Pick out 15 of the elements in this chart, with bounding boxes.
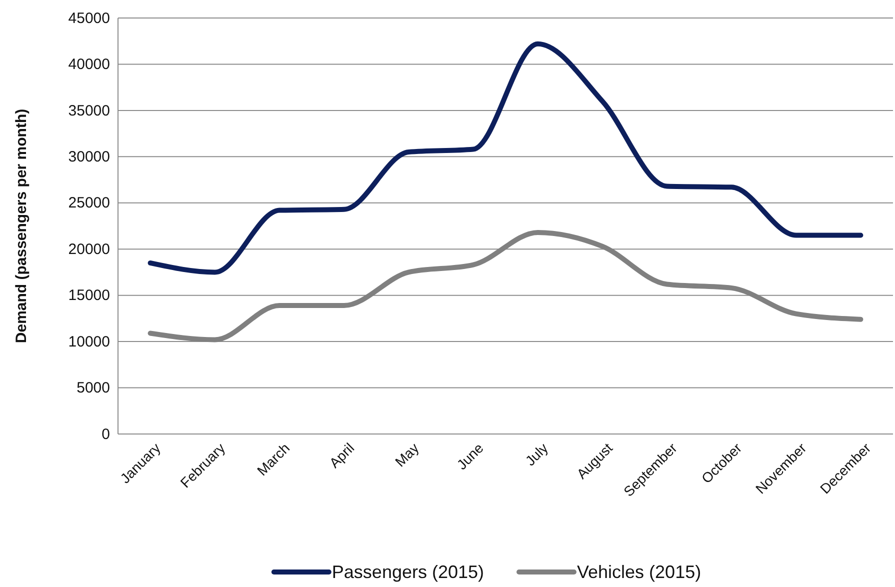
x-tick-label: May — [392, 440, 422, 470]
y-tick-label: 45000 — [68, 10, 110, 27]
x-tick-label: July — [522, 440, 551, 469]
y-tick-label: 0 — [102, 426, 110, 443]
y-axis-title: Demand (passengers per month) — [13, 108, 30, 344]
y-tick-label: 35000 — [68, 102, 110, 120]
y-tick-label: 40000 — [68, 56, 110, 74]
y-tick-label: 10000 — [68, 333, 110, 350]
legend-label: Vehicles (2015) — [577, 562, 702, 582]
y-tick-label: 15000 — [68, 287, 110, 304]
y-tick-label: 25000 — [68, 194, 110, 212]
y-tick-label: 20000 — [68, 240, 110, 258]
legend-label: Passengers (2015) — [332, 562, 484, 582]
y-tick-label: 5000 — [76, 380, 110, 397]
y-tick-label: 30000 — [68, 148, 110, 166]
